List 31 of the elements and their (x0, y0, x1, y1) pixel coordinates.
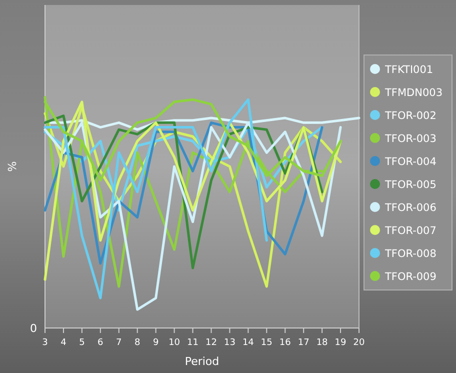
legend-label: TFOR-007 (384, 225, 436, 237)
x-tick-label: 15 (260, 338, 272, 348)
x-tick-label: 14 (242, 338, 254, 348)
x-tick-label: 16 (279, 338, 292, 348)
x-tick-label: 5 (79, 338, 85, 348)
x-tick-label: 4 (60, 338, 67, 348)
x-tick-label: 18 (316, 338, 328, 348)
legend-label: TFOR-003 (384, 133, 436, 145)
x-tick-label: 11 (187, 338, 198, 348)
legend-label: TFKTI001 (384, 64, 434, 76)
x-tick-label: 20 (353, 338, 365, 348)
x-tick-label: 7 (116, 338, 122, 348)
x-tick-label: 10 (168, 338, 180, 348)
x-tick-label: 17 (298, 338, 310, 348)
legend-label: TFOR-005 (384, 179, 436, 191)
text: 0 (30, 322, 37, 335)
x-tick-label: 9 (152, 338, 159, 348)
x-tick-label: 8 (134, 338, 140, 348)
x-tick-label: 3 (42, 338, 48, 348)
legend-label: TFOR-006 (384, 202, 437, 214)
x-tick-label: 19 (334, 338, 347, 348)
x-tick-label: 12 (206, 338, 217, 348)
x-tick-label: 13 (224, 338, 236, 348)
legend-label: TFOR-004 (384, 156, 437, 168)
y-axis-title: % (6, 161, 19, 172)
legend-label: TFOR-008 (384, 248, 436, 260)
legend-label: TFOR-009 (384, 271, 436, 283)
x-axis-title: Period (184, 355, 220, 368)
legend-label: TFMDN003 (384, 87, 442, 99)
legend-label: TFOR-002 (384, 110, 436, 122)
x-tick-label: 6 (98, 338, 104, 348)
